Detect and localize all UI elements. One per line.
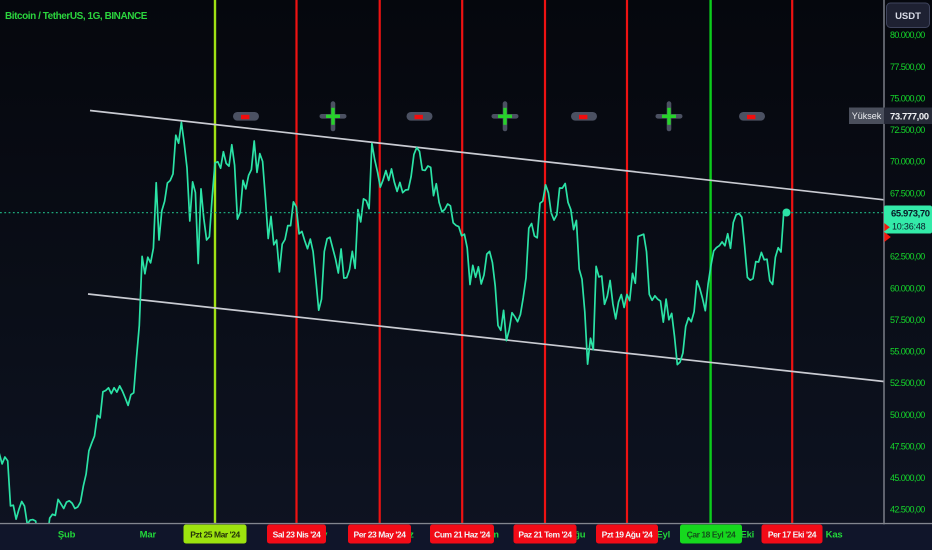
svg-text:Paz 21 Tem '24: Paz 21 Tem '24: [518, 530, 572, 540]
svg-text:70.000,00: 70.000,00: [890, 157, 925, 167]
svg-text:73.777,00: 73.777,00: [890, 112, 929, 123]
svg-text:42.500,00: 42.500,00: [890, 505, 925, 515]
svg-text:57.500,00: 57.500,00: [890, 315, 925, 325]
svg-text:Ağu: Ağu: [567, 530, 585, 541]
svg-text:10:36:48: 10:36:48: [892, 222, 926, 232]
svg-text:Pzt 19 Ağu '24: Pzt 19 Ağu '24: [602, 530, 653, 540]
svg-text:Eki: Eki: [740, 530, 754, 541]
svg-text:Per 17 Eki '24: Per 17 Eki '24: [768, 530, 817, 540]
svg-text:80.000,00: 80.000,00: [890, 30, 925, 40]
svg-text:72.500,00: 72.500,00: [890, 125, 925, 135]
svg-text:Sal 23 Nis '24: Sal 23 Nis '24: [273, 530, 321, 540]
svg-text:65.973,70: 65.973,70: [891, 209, 930, 220]
svg-text:77.500,00: 77.500,00: [890, 62, 925, 72]
svg-text:Kas: Kas: [826, 530, 843, 541]
svg-text:47.500,00: 47.500,00: [890, 441, 925, 451]
svg-text:55.000,00: 55.000,00: [890, 347, 925, 357]
svg-text:67.500,00: 67.500,00: [890, 188, 925, 198]
svg-text:Pzt 25 Mar '24: Pzt 25 Mar '24: [190, 530, 240, 540]
svg-text:62.500,00: 62.500,00: [890, 252, 925, 262]
svg-text:Yüksek: Yüksek: [852, 111, 882, 121]
svg-text:Çar 18 Eyl '24: Çar 18 Eyl '24: [687, 530, 736, 540]
svg-text:Eyl: Eyl: [656, 530, 670, 541]
svg-text:Cum 21 Haz '24: Cum 21 Haz '24: [434, 530, 490, 540]
svg-text:Mar: Mar: [140, 530, 157, 541]
svg-text:Bitcoin / TetherUS, 1G, BINANC: Bitcoin / TetherUS, 1G, BINANCE: [5, 11, 148, 22]
svg-text:Şub: Şub: [58, 530, 76, 541]
svg-text:50.000,00: 50.000,00: [890, 410, 925, 420]
svg-text:60.000,00: 60.000,00: [890, 283, 925, 293]
svg-text:45.000,00: 45.000,00: [890, 473, 925, 483]
svg-text:52.500,00: 52.500,00: [890, 378, 925, 388]
svg-text:USDT: USDT: [895, 11, 921, 22]
svg-text:75.000,00: 75.000,00: [890, 94, 925, 104]
svg-text:Per 23 May '24: Per 23 May '24: [354, 530, 407, 540]
